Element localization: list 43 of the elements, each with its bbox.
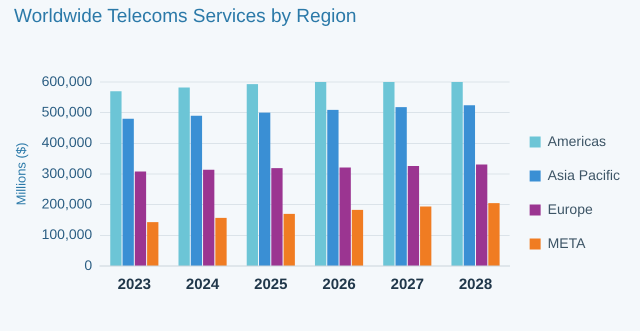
bar (246, 84, 258, 266)
y-tick-label: 600,000 (42, 72, 92, 89)
chart-title: Worldwide Telecoms Services by Region (14, 6, 357, 28)
bar (408, 166, 420, 266)
bar (178, 88, 190, 266)
y-tick-label: 500,000 (42, 104, 92, 120)
x-tick-label: 2027 (390, 276, 424, 294)
bar (395, 107, 407, 266)
bar (327, 110, 339, 266)
bar (420, 206, 432, 266)
bar (340, 168, 351, 266)
bar (203, 170, 214, 266)
bar (134, 172, 146, 266)
x-tick-label: 2024 (186, 276, 220, 294)
x-tick-label: 2028 (458, 276, 492, 294)
bar (215, 218, 227, 266)
legend-label: Asia Pacific (548, 166, 620, 183)
bar (476, 164, 488, 266)
bar (352, 210, 364, 266)
legend-label: Americas (548, 132, 606, 149)
y-tick-label: 300,000 (42, 164, 92, 181)
y-tick-label: 200,000 (42, 196, 92, 212)
bar (451, 82, 463, 266)
bar (464, 105, 476, 266)
bar (147, 222, 158, 266)
x-tick-label: 2025 (254, 276, 288, 294)
legend-label: META (548, 234, 586, 251)
bar (271, 168, 283, 266)
bar (190, 116, 202, 266)
y-tick-label: 100,000 (42, 226, 92, 242)
bar (383, 82, 395, 266)
legend-label: Europe (548, 200, 593, 217)
y-axis-title: Millions ($) (13, 142, 28, 206)
x-tick-label: 2026 (322, 276, 356, 294)
bar (314, 82, 326, 266)
bar (110, 91, 122, 266)
y-tick-label: 0 (84, 256, 92, 273)
y-tick-label: 400,000 (42, 134, 92, 150)
bar (488, 203, 500, 266)
bar (122, 118, 134, 266)
x-tick-label: 2023 (118, 276, 152, 294)
bar (284, 214, 295, 266)
bar (259, 112, 270, 266)
